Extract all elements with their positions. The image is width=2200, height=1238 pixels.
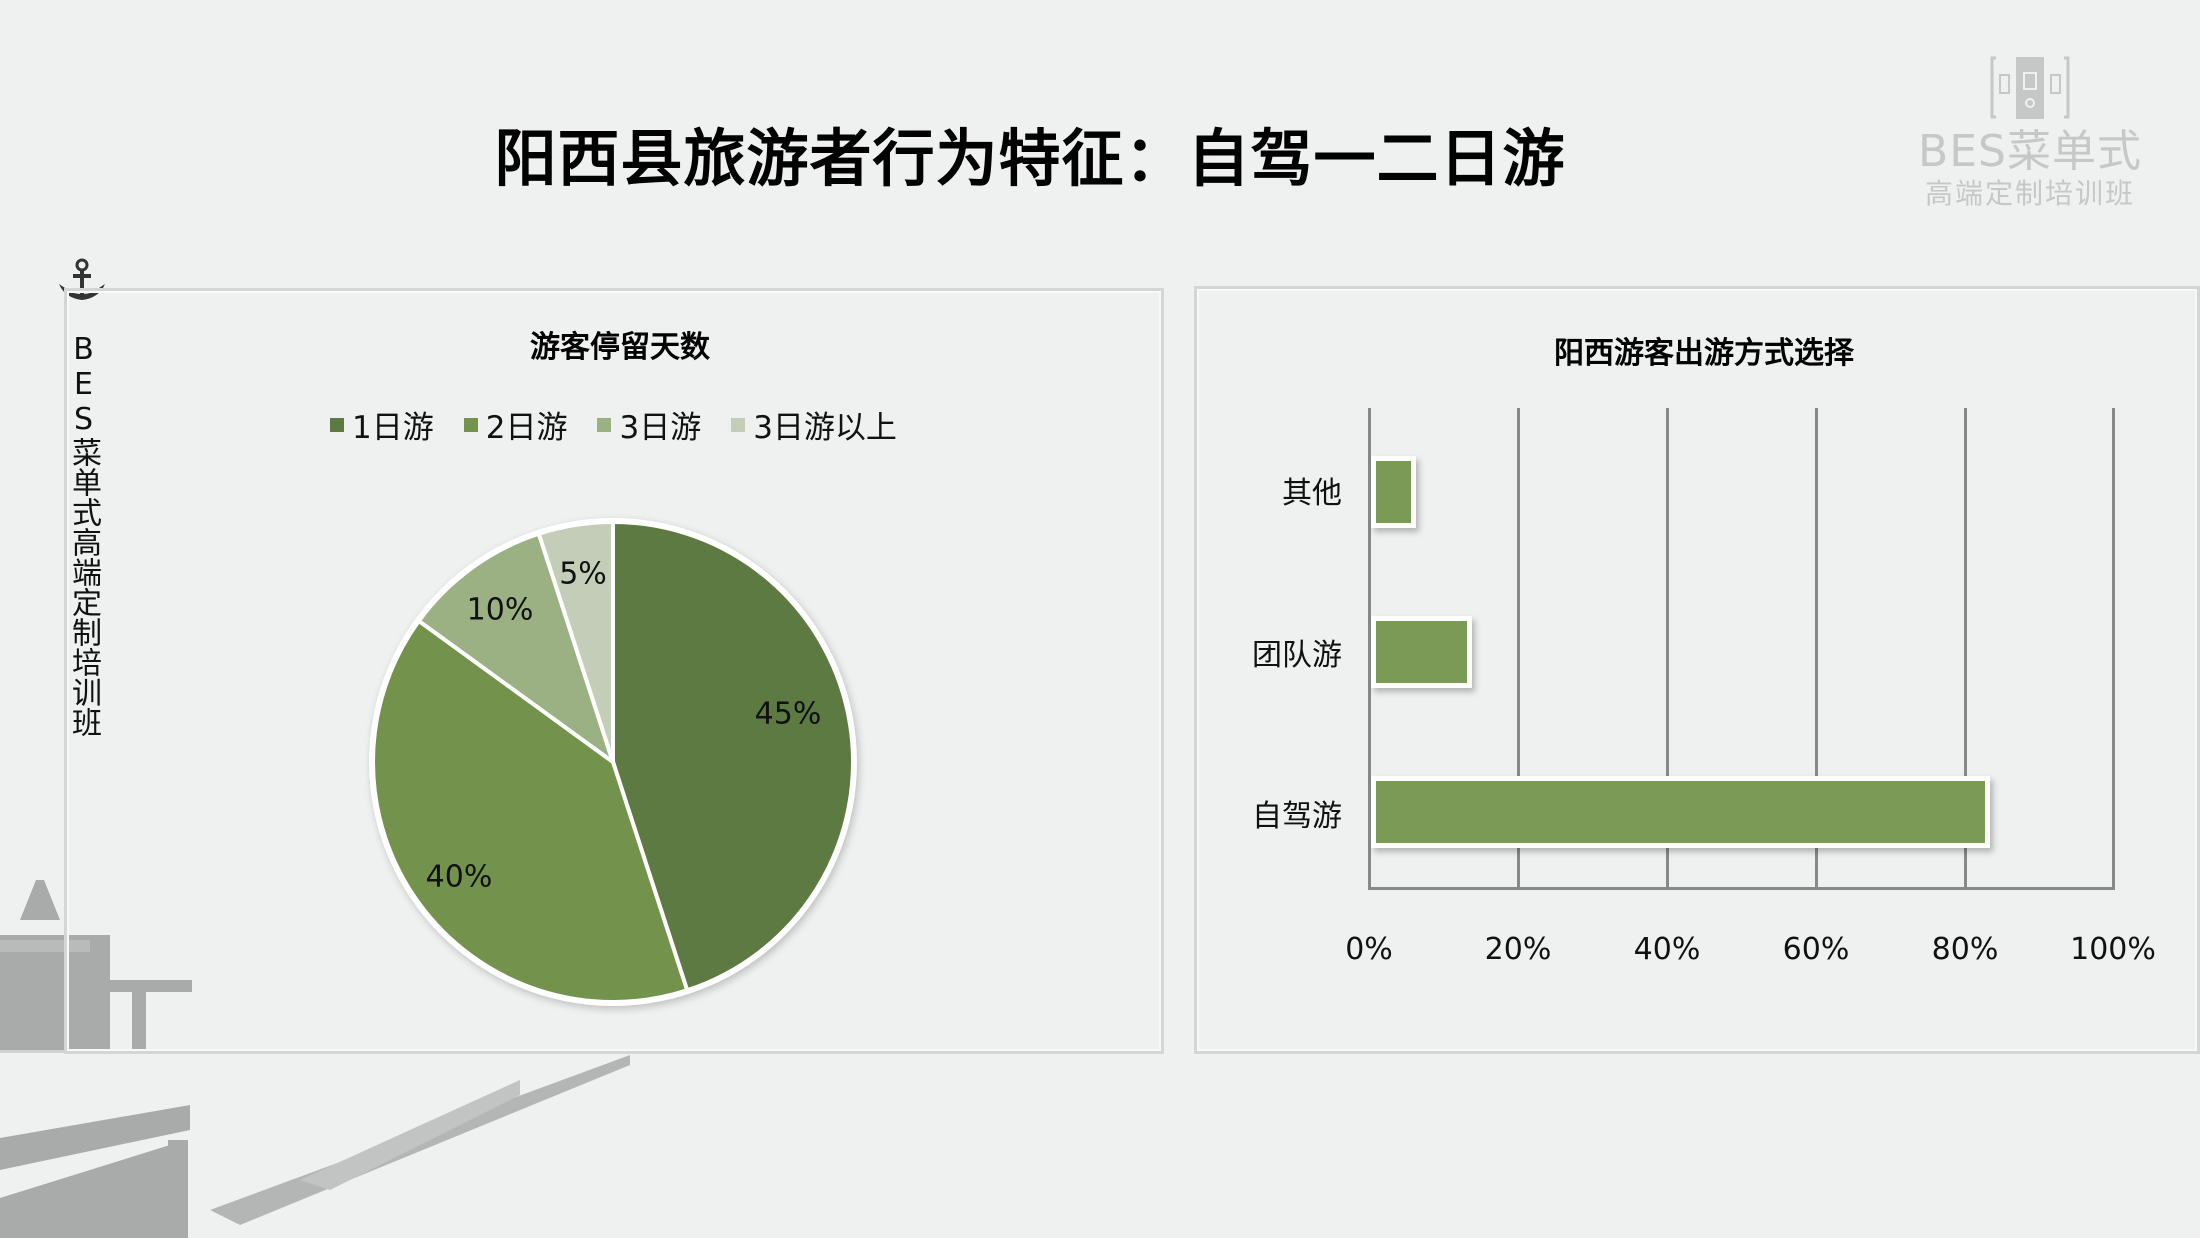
x-axis-line (1369, 887, 2114, 890)
x-tick-80: 80% (1931, 932, 1999, 967)
bar-chart-title: 阳西游客出游方式选择 (1554, 336, 1854, 371)
pier-scene-illustration (0, 880, 640, 1238)
brand-logo: BES菜单式 高端定制培训班 (1915, 55, 2145, 211)
slide-title: 阳西县旅游者行为特征：自驾一二日游 (494, 122, 1566, 195)
pie-label-3plus: 5% (559, 556, 607, 592)
pie-slice-2day (371, 618, 690, 1004)
x-tick-20: 20% (1484, 932, 1552, 967)
pie-chart-title: 游客停留天数 (530, 330, 710, 365)
legend-item-3plus: 3日游以上 (731, 402, 897, 447)
x-tick-0: 0% (1345, 932, 1393, 967)
pie-label-3day: 10% (466, 592, 534, 628)
x-tick-100: 100% (2070, 932, 2156, 967)
pie-chart: 45% 40% 10% 5% (360, 510, 880, 1030)
legend-swatch (731, 417, 746, 432)
pie-slice-3day (416, 531, 617, 768)
pie-slice-3plus (536, 519, 615, 763)
pie-label-2day: 40% (425, 859, 493, 895)
gridline-20 (1517, 408, 1520, 890)
bar-other (1371, 456, 1417, 528)
book-logo-icon (1990, 56, 2070, 119)
legend-swatch (597, 417, 612, 432)
category-label-other: 其他 (1282, 476, 1342, 511)
legend-label: 1日游 (352, 410, 434, 446)
pie-slice-1day (611, 519, 855, 993)
pie-chart-graphic (369, 518, 857, 1006)
anchor-icon (59, 258, 105, 300)
gridline-80 (1964, 408, 1967, 890)
legend-swatch (330, 417, 344, 432)
legend-label: 3日游以上 (753, 410, 897, 446)
gridline-60 (1815, 408, 1818, 890)
bar-group-tour (1371, 616, 1473, 688)
legend-item-3day: 3日游 (597, 402, 701, 447)
side-vertical-text: BES菜单式高端定制培训班 (66, 332, 101, 737)
legend-label: 2日游 (485, 410, 568, 446)
gridline-100 (2112, 408, 2115, 890)
logo-subtitle-text: 高端定制培训班 (1924, 177, 2135, 210)
legend-label: 3日游 (619, 410, 702, 446)
category-label-group-tour: 团队游 (1252, 638, 1342, 673)
legend-item-2day: 2日游 (463, 402, 568, 447)
bar-chart-panel (1194, 286, 2200, 1054)
legend-item-1day: 1日游 (330, 402, 434, 447)
category-label-self-drive: 自驾游 (1252, 799, 1342, 834)
gridline-40 (1666, 408, 1669, 890)
logo-brand-text: BES菜单式 (1918, 126, 2142, 177)
pie-legend: 1日游 2日游 3日游 3日游以上 (330, 402, 897, 447)
legend-swatch (463, 417, 478, 432)
bar-self-drive (1371, 776, 1990, 848)
x-tick-60: 60% (1782, 932, 1850, 967)
pie-label-1day: 45% (754, 696, 822, 732)
gridline-0 (1368, 408, 1371, 890)
pie-chart-panel (64, 288, 1164, 1054)
bar-chart-plot-area (1368, 408, 2115, 890)
x-tick-40: 40% (1633, 932, 1701, 967)
